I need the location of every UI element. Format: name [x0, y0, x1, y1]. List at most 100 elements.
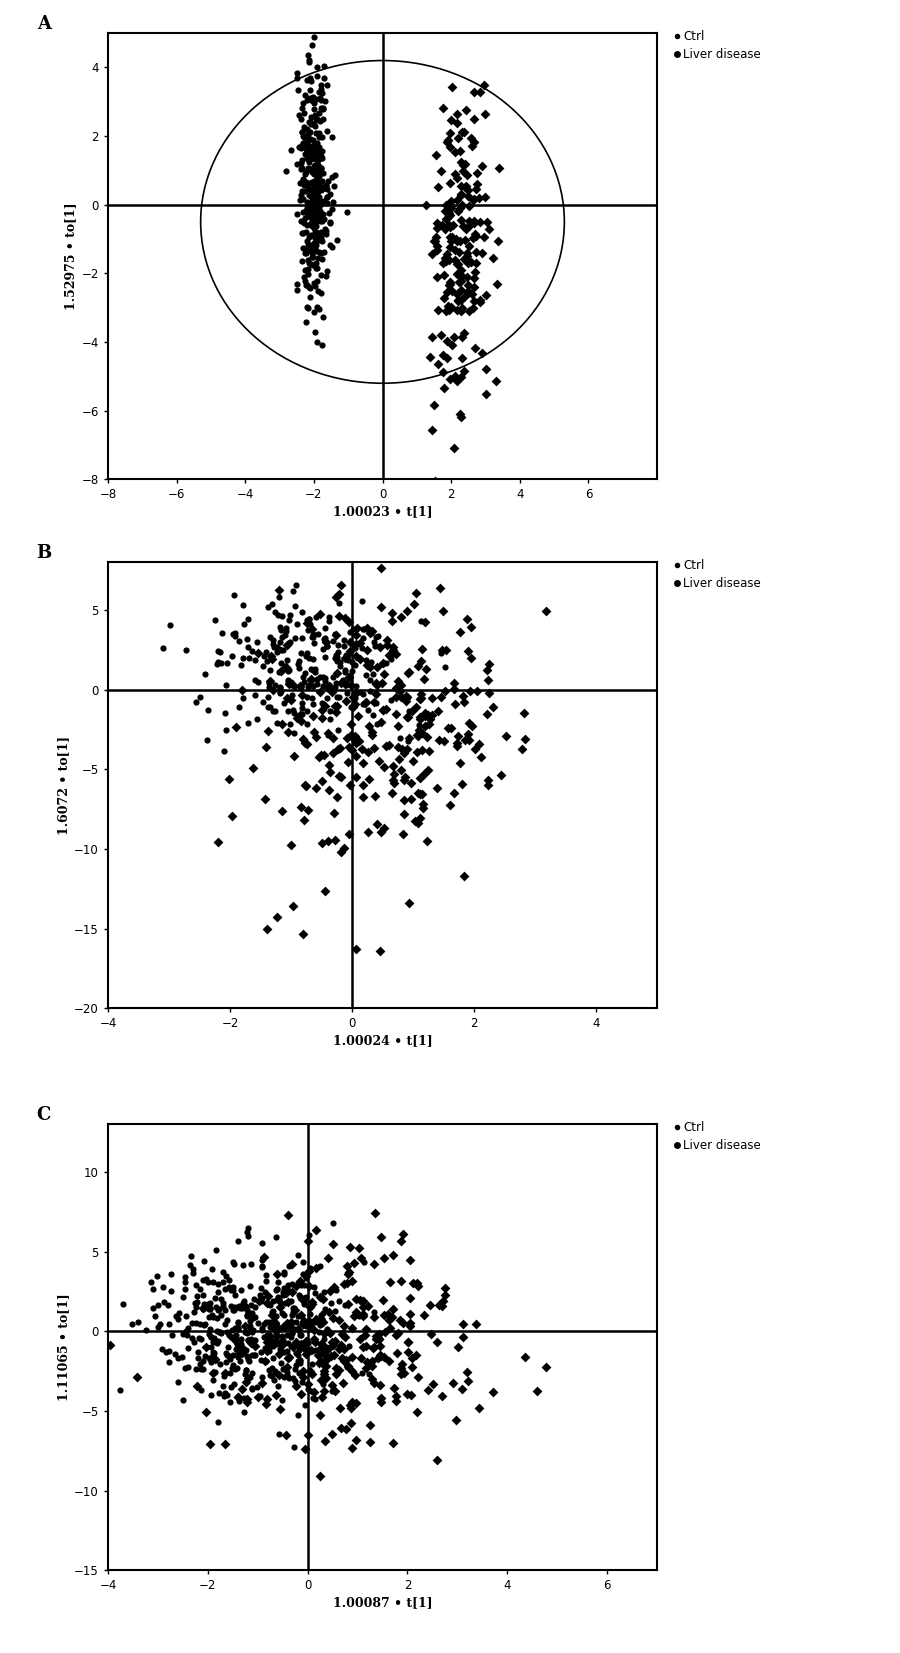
Point — [224, 1293, 238, 1319]
Point — [439, 327, 454, 354]
Point — [112, 1377, 127, 1403]
Point — [303, 119, 318, 145]
Point — [312, 665, 327, 691]
Point — [302, 126, 317, 152]
Point — [356, 1288, 370, 1314]
Point — [251, 669, 266, 696]
Point — [454, 180, 468, 207]
Point — [391, 1321, 405, 1347]
Point — [240, 1389, 255, 1415]
Point — [273, 674, 287, 701]
Point — [442, 298, 456, 324]
Point — [486, 693, 500, 719]
Point — [346, 726, 361, 752]
Point — [461, 183, 475, 210]
Point — [479, 283, 493, 309]
Point — [293, 1347, 308, 1374]
Point — [326, 188, 340, 215]
Point — [220, 1319, 234, 1346]
Point — [300, 698, 314, 724]
Point — [386, 635, 400, 661]
Point — [309, 1337, 323, 1364]
Point — [462, 711, 476, 737]
Point — [412, 765, 427, 792]
Point — [314, 240, 328, 266]
Point — [410, 739, 424, 765]
Point — [356, 1288, 370, 1314]
Point — [313, 73, 328, 99]
Point — [272, 577, 286, 603]
Point — [298, 81, 312, 107]
Point — [430, 1329, 445, 1355]
Point — [223, 1389, 238, 1415]
Point — [376, 754, 391, 780]
Point — [472, 288, 487, 314]
Point — [243, 1291, 257, 1317]
Point — [203, 1334, 218, 1360]
Point — [249, 706, 264, 732]
Point — [307, 719, 321, 746]
Point — [266, 1308, 281, 1334]
Point — [457, 689, 472, 716]
Point — [310, 131, 325, 157]
Point — [359, 663, 374, 689]
Point — [375, 696, 390, 722]
Point — [397, 802, 411, 828]
Point — [308, 0, 322, 21]
Point — [323, 208, 338, 235]
Point — [284, 1324, 298, 1351]
Point — [394, 684, 409, 711]
Point — [279, 1276, 293, 1303]
Point — [298, 1392, 312, 1418]
Point — [270, 1276, 284, 1303]
Point — [267, 1359, 282, 1385]
Point — [286, 1332, 301, 1359]
Point — [284, 681, 299, 707]
Point — [314, 225, 328, 251]
Point — [316, 159, 330, 185]
Point — [376, 650, 391, 676]
Point — [298, 179, 312, 205]
Y-axis label: 1.11065 • to[1]: 1.11065 • to[1] — [57, 1293, 70, 1402]
Point — [305, 1337, 320, 1364]
Text: C: C — [37, 1106, 51, 1124]
Point — [421, 757, 436, 784]
Point — [454, 207, 468, 233]
Point — [262, 1339, 276, 1365]
Point — [235, 1294, 249, 1321]
Point — [309, 225, 323, 251]
Point — [306, 656, 320, 683]
Point — [442, 192, 456, 218]
Point — [206, 1367, 220, 1393]
Point — [382, 1347, 396, 1374]
Point — [305, 623, 320, 650]
Point — [530, 1379, 544, 1405]
Point — [146, 1294, 160, 1321]
Point — [307, 230, 321, 256]
Point — [272, 584, 286, 610]
Point — [228, 1294, 242, 1321]
Point — [294, 793, 309, 820]
Point — [271, 1374, 285, 1400]
Point — [184, 1251, 198, 1278]
Point — [209, 1294, 223, 1321]
Point — [189, 1355, 203, 1382]
Point — [274, 1349, 289, 1375]
Point — [323, 706, 338, 732]
Point — [298, 162, 312, 188]
Point — [225, 1342, 239, 1369]
Point — [320, 175, 335, 202]
Point — [348, 643, 363, 669]
Point — [460, 263, 474, 289]
Point — [436, 263, 451, 289]
Point — [187, 1329, 202, 1355]
Point — [304, 222, 319, 248]
Point — [315, 208, 329, 235]
Point — [461, 279, 475, 306]
Point — [460, 240, 474, 266]
Point — [459, 246, 473, 273]
Point — [405, 698, 419, 724]
Point — [194, 1377, 209, 1403]
Point — [331, 631, 346, 658]
Point — [194, 1351, 208, 1377]
